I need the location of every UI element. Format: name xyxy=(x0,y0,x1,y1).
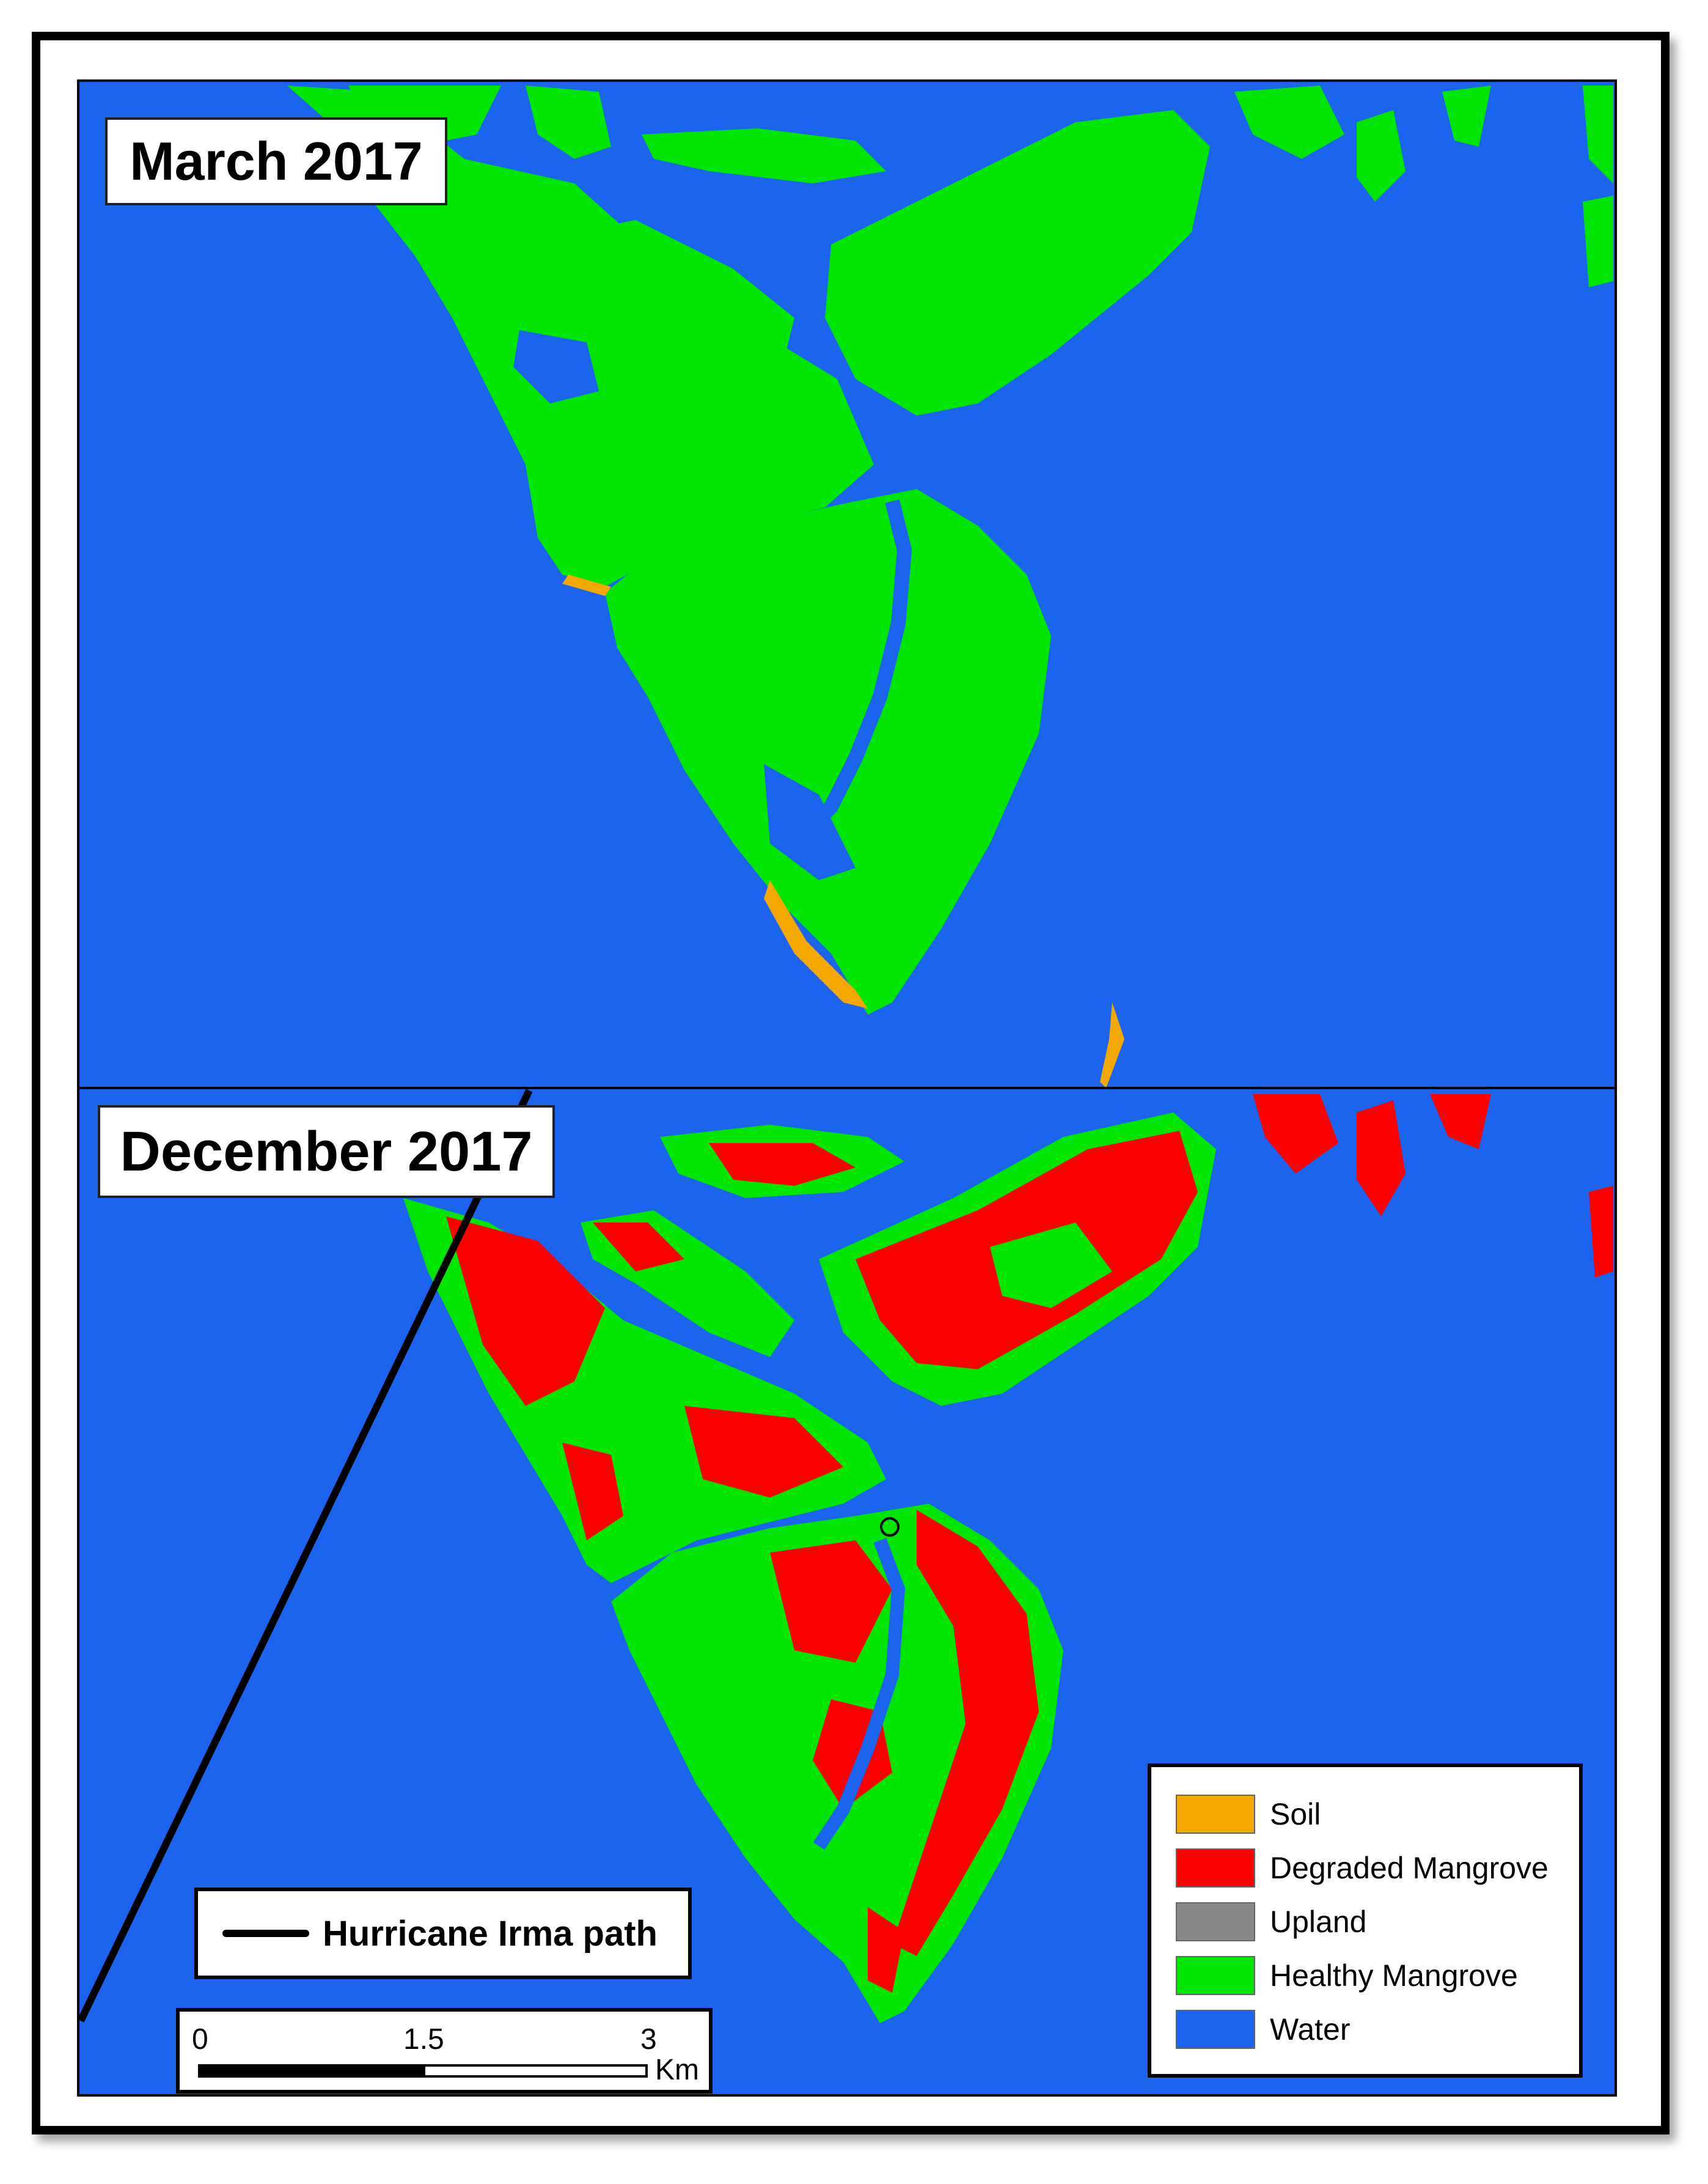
island-northeast xyxy=(825,110,1210,416)
legend-swatch-water xyxy=(1176,2010,1255,2049)
island-middle-strip xyxy=(574,220,794,367)
channel-south xyxy=(789,499,912,849)
scale-tick-0: 0 xyxy=(192,2023,208,2056)
island-far-ne-3 xyxy=(1442,86,1491,147)
legend-label-upland: Upland xyxy=(1270,1905,1367,1939)
map-panel-december-2017 xyxy=(77,1087,1617,2097)
dec-degraded-south-1 xyxy=(770,1540,892,1663)
island-far-ne-1 xyxy=(1234,86,1344,159)
island-north-small-2 xyxy=(642,128,886,183)
legend-swatch-healthy-mangrove xyxy=(1176,1956,1255,1995)
legend-swatch-soil xyxy=(1176,1795,1255,1834)
island-far-ne-2 xyxy=(1357,110,1406,202)
dec-degraded-south-3 xyxy=(868,1907,904,1993)
hurricane-path-label: Hurricane Irma path xyxy=(323,1913,658,1954)
legend-label-water: Water xyxy=(1270,2012,1351,2046)
dec-degraded-middle xyxy=(593,1223,684,1271)
soil-fringe-1 xyxy=(562,575,611,596)
legend-label-soil: Soil xyxy=(1270,1797,1321,1831)
legend-item-degraded-mangrove: Degraded Mangrove xyxy=(1176,1847,1549,1889)
legend-item-soil: Soil xyxy=(1176,1793,1321,1836)
legend-item-healthy-mangrove: Healthy Mangrove xyxy=(1176,1954,1518,1997)
scale-segment-black xyxy=(198,2064,423,2078)
dec-island-far-ne-1 xyxy=(1253,1094,1338,1174)
site-marker xyxy=(880,1517,900,1537)
scale-tick-3: 3 xyxy=(640,2023,657,2056)
legend-swatch-degraded-mangrove xyxy=(1176,1848,1255,1888)
hurricane-legend: Hurricane Irma path xyxy=(194,1888,692,1979)
island-west-peninsula xyxy=(287,86,874,587)
dec-degraded-north xyxy=(709,1143,856,1186)
legend-label-healthy-mangrove: Healthy Mangrove xyxy=(1270,1958,1518,1993)
dec-island-far-ne-3 xyxy=(1430,1094,1491,1149)
scale-unit: Km xyxy=(655,2054,699,2086)
map-panel-march-2017 xyxy=(77,79,1617,1089)
lagoon-west xyxy=(513,330,599,403)
scale-tick-1-5: 1.5 xyxy=(403,2023,444,2056)
dec-degraded-west-2 xyxy=(684,1406,843,1498)
panel-title-december: December 2017 xyxy=(98,1105,555,1198)
legend-item-water: Water xyxy=(1176,2008,1351,2051)
soil-fringe-3 xyxy=(1100,1002,1124,1088)
dec-island-far-ne-2 xyxy=(1357,1100,1406,1216)
dec-channel-south xyxy=(813,1538,906,1850)
dec-degraded-west-1 xyxy=(446,1216,605,1406)
island-far-ne-4 xyxy=(1583,86,1613,183)
panel-title-march: March 2017 xyxy=(105,117,447,205)
legend-label-degraded-mangrove: Degraded Mangrove xyxy=(1270,1851,1549,1885)
legend-item-upland: Upland xyxy=(1176,1900,1366,1943)
dec-degraded-west-3 xyxy=(562,1443,623,1540)
hurricane-path-symbol xyxy=(222,1930,309,1937)
island-south xyxy=(605,489,1051,1015)
dec-degraded-south-east xyxy=(892,1510,1039,1956)
scale-segment-white xyxy=(423,2064,648,2078)
island-north-small-1 xyxy=(526,86,611,159)
legend-swatch-upland xyxy=(1176,1902,1255,1941)
lagoon-south xyxy=(764,764,856,880)
island-far-ne-5 xyxy=(1583,196,1613,287)
soil-fringe-2 xyxy=(764,880,868,1009)
dec-island-far-ne-4 xyxy=(1589,1186,1613,1278)
legend: Soil Degraded Mangrove Upland Healthy Ma… xyxy=(1148,1763,1583,2078)
scale-bar: 0 1.5 3 Km xyxy=(176,2008,713,2094)
hurricane-irma-path-line xyxy=(77,1089,533,2023)
dec-healthy-northeast-patch xyxy=(990,1223,1112,1308)
